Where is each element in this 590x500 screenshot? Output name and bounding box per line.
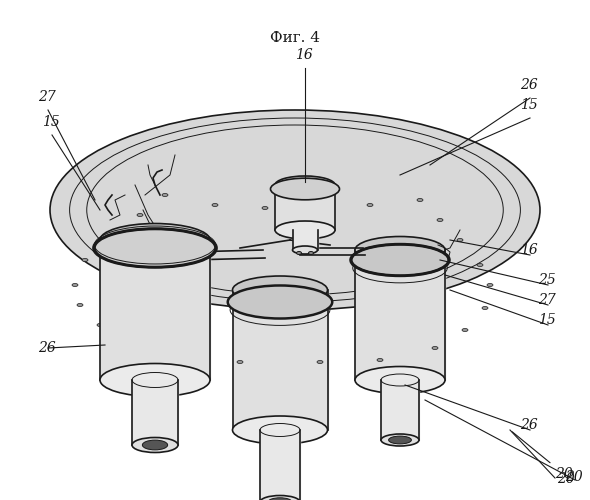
Ellipse shape [275,176,335,194]
Text: 15: 15 [538,313,556,327]
Text: 25: 25 [538,273,556,287]
Ellipse shape [132,438,178,452]
Ellipse shape [297,252,301,254]
Ellipse shape [72,284,78,286]
Ellipse shape [82,258,88,262]
Ellipse shape [487,284,493,286]
Ellipse shape [275,221,335,239]
Ellipse shape [457,238,463,242]
Ellipse shape [312,206,318,208]
Ellipse shape [381,434,419,446]
Ellipse shape [132,344,138,346]
Text: 26: 26 [520,418,537,432]
Ellipse shape [142,440,168,450]
Text: 16: 16 [295,48,313,62]
Ellipse shape [237,360,243,364]
Ellipse shape [162,194,168,196]
Ellipse shape [355,236,445,264]
Ellipse shape [232,416,327,444]
Ellipse shape [232,276,327,304]
Text: 26: 26 [38,341,55,355]
Text: Фиг. 4: Фиг. 4 [270,31,320,45]
Ellipse shape [317,360,323,364]
Ellipse shape [367,204,373,206]
Ellipse shape [228,286,332,318]
Ellipse shape [212,204,218,206]
Ellipse shape [137,214,143,216]
Ellipse shape [100,364,210,396]
Text: 26: 26 [520,78,537,92]
Ellipse shape [50,110,540,310]
Ellipse shape [417,198,423,202]
Ellipse shape [437,218,443,222]
Text: 27: 27 [538,293,556,307]
Ellipse shape [432,346,438,350]
Ellipse shape [107,234,113,236]
Ellipse shape [268,498,292,500]
Ellipse shape [477,264,483,266]
Text: 27: 27 [38,90,55,104]
Text: 16: 16 [520,243,537,257]
Ellipse shape [77,304,83,306]
Ellipse shape [350,244,450,276]
Ellipse shape [270,178,339,200]
Ellipse shape [293,246,317,254]
Ellipse shape [355,366,445,394]
Text: 20: 20 [565,470,583,484]
Ellipse shape [260,496,300,500]
Ellipse shape [309,252,313,254]
Ellipse shape [182,356,188,360]
Ellipse shape [100,224,210,256]
Text: 20: 20 [512,432,573,481]
Ellipse shape [462,328,468,332]
Ellipse shape [482,306,488,310]
Text: 15: 15 [520,98,537,112]
Text: 20: 20 [557,472,575,486]
Text: 15: 15 [42,115,60,129]
Ellipse shape [377,358,383,362]
Ellipse shape [389,436,411,444]
Ellipse shape [262,206,268,210]
Ellipse shape [94,229,215,267]
Ellipse shape [97,324,103,326]
